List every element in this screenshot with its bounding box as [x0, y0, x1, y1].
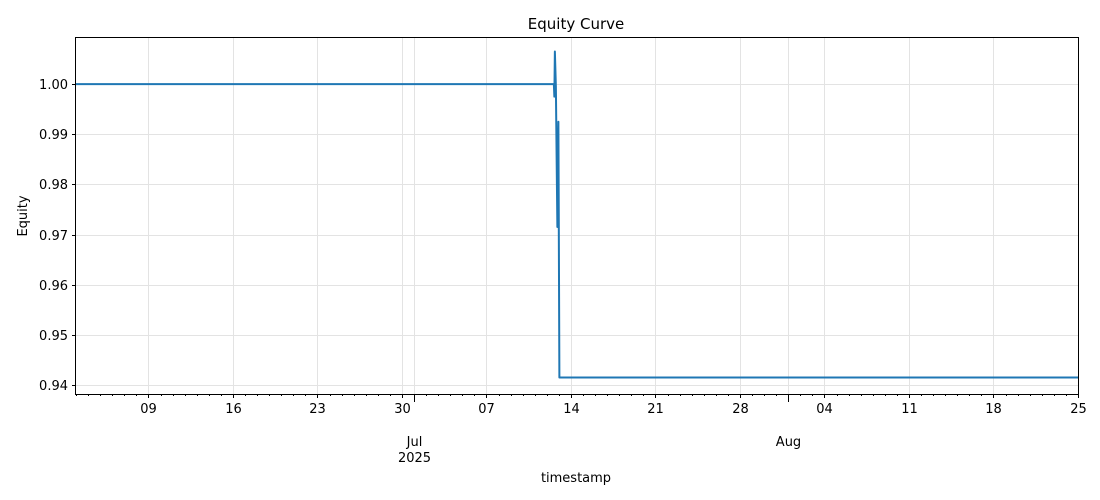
- plot-frame: [75, 37, 1079, 395]
- y-tick-label: 0.94: [39, 379, 68, 394]
- x-major-tick-label: Jul 2025: [398, 435, 431, 466]
- y-tick-label: 0.99: [39, 128, 68, 143]
- y-tick-label: 0.97: [39, 229, 68, 244]
- y-axis-label: Equity: [16, 195, 31, 236]
- x-tick-label: 23: [309, 402, 326, 417]
- y-tick-label: 0.98: [39, 178, 68, 193]
- x-tick-label: 11: [901, 402, 918, 417]
- chart-title: Equity Curve: [528, 15, 624, 33]
- x-tick-label: 18: [985, 402, 1002, 417]
- x-tick-label: 07: [478, 402, 495, 417]
- y-tick-label: 0.95: [39, 329, 68, 344]
- grid-lines: [76, 38, 1079, 394]
- x-tick-label: 30: [394, 402, 411, 417]
- x-axis-label: timestamp: [541, 471, 611, 486]
- x-tick-label: 28: [732, 402, 749, 417]
- tick-layer: 0.94 0.95 0.96 0.97 0.98 0.99 1.00 09 16 23 30 07 14…: [39, 78, 1087, 466]
- x-tick-label: 04: [816, 402, 833, 417]
- x-tick-label: 25: [1070, 402, 1087, 417]
- x-tick-label: 16: [225, 402, 242, 417]
- y-tick-label: 1.00: [39, 78, 68, 93]
- x-tick-label: 21: [647, 402, 664, 417]
- equity-line: [76, 50, 1078, 379]
- y-tick-label: 0.96: [39, 279, 68, 294]
- x-tick-label: 14: [563, 402, 580, 417]
- x-tick-label: 09: [140, 402, 157, 417]
- series-layer: [75, 50, 1079, 379]
- x-major-tick-label: Aug: [776, 435, 801, 450]
